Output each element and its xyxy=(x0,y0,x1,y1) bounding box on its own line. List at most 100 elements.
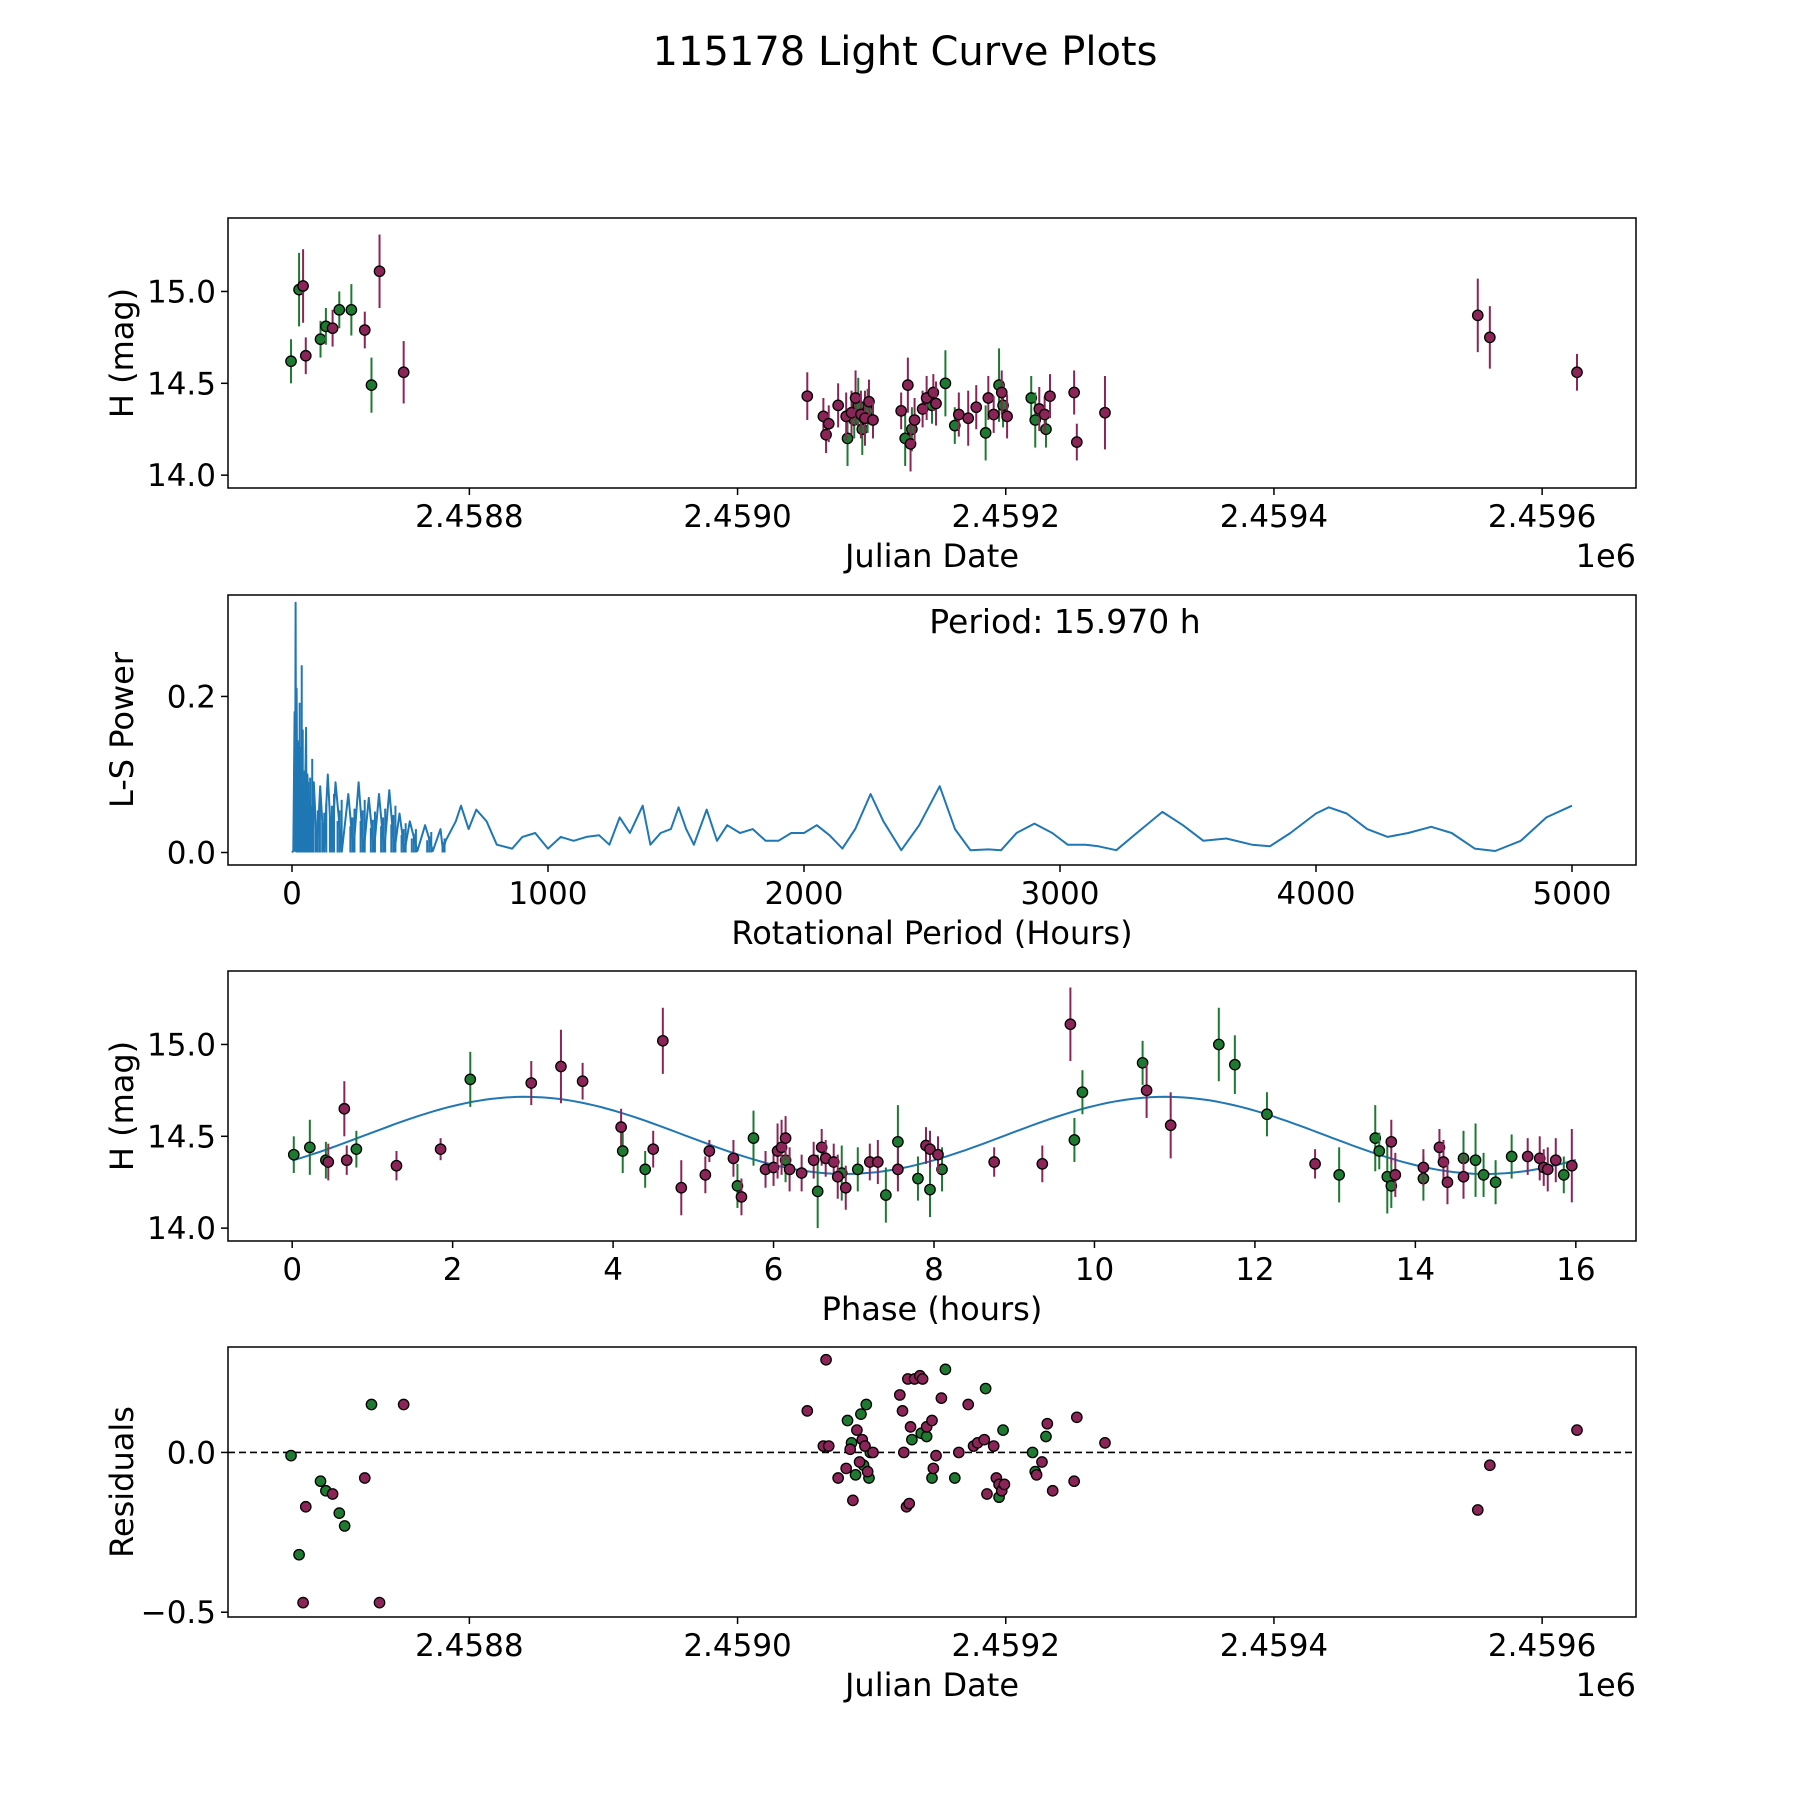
data-point xyxy=(1571,366,1583,379)
data-point xyxy=(675,1181,688,1194)
data-point xyxy=(896,1405,909,1417)
x-tick-label: 2.4588 xyxy=(415,499,523,535)
data-point xyxy=(1489,1176,1502,1189)
data-point xyxy=(860,1398,873,1411)
data-point xyxy=(1030,1468,1043,1481)
data-point xyxy=(895,405,908,417)
data-point xyxy=(293,1548,305,1561)
data-point xyxy=(1164,1119,1177,1132)
data-point xyxy=(908,414,921,426)
x-axis-label: Rotational Period (Hours) xyxy=(731,914,1132,952)
data-point xyxy=(1437,1156,1450,1168)
data-point xyxy=(840,1462,853,1475)
plot-area xyxy=(285,234,1583,472)
periodogram-panel: 0 1000 2000 3000 4000 5000 0.0 0.2 Rotational Pe… xyxy=(103,594,1637,952)
data-point xyxy=(1477,1169,1490,1181)
data-point xyxy=(962,1398,975,1411)
data-point xyxy=(904,438,917,450)
x-tick-label: 16 xyxy=(1556,1252,1595,1288)
y-axis-label: Residuals xyxy=(103,1406,141,1558)
y-tick-label: 14.5 xyxy=(147,1119,216,1155)
data-point xyxy=(373,1596,386,1609)
data-point xyxy=(297,280,309,292)
x-tick-label: 2.4596 xyxy=(1488,1628,1596,1664)
data-point xyxy=(314,1475,327,1488)
data-point xyxy=(322,1156,335,1168)
x-tick-label: 2.4596 xyxy=(1488,499,1596,535)
data-point xyxy=(1457,1170,1470,1183)
model-curve xyxy=(291,1095,1577,1176)
data-point xyxy=(397,366,410,379)
y-tick-label: 15.0 xyxy=(147,1027,216,1063)
data-point xyxy=(948,1472,961,1484)
data-point xyxy=(555,1060,567,1073)
data-point xyxy=(647,1143,660,1156)
data-point xyxy=(906,1433,918,1446)
data-point xyxy=(832,1472,844,1484)
x-tick-label: 2.4592 xyxy=(952,499,1060,535)
x-axis-label: Phase (hours) xyxy=(822,1290,1043,1328)
x-tick-label: 4000 xyxy=(1277,876,1356,912)
data-point xyxy=(997,399,1009,412)
data-point xyxy=(1026,1446,1039,1459)
y-tick-label: 14.0 xyxy=(147,1211,216,1247)
data-point xyxy=(801,390,814,403)
data-point xyxy=(1064,1018,1077,1031)
data-point xyxy=(338,1102,351,1115)
x-tick-label: 2.4588 xyxy=(415,1628,523,1664)
data-point xyxy=(314,333,327,346)
data-point xyxy=(1541,1163,1554,1176)
data-point xyxy=(920,1430,933,1443)
data-point xyxy=(847,1494,859,1507)
data-point xyxy=(1385,1180,1398,1192)
x-tick-label: 5000 xyxy=(1533,876,1612,912)
lightcurve-panel: 2.4588 2.4590 2.4592 2.4594 2.4596 14.0 14.5 15… xyxy=(103,217,1637,575)
y-tick-label: 14.0 xyxy=(147,458,216,494)
data-point xyxy=(855,1408,867,1420)
data-point xyxy=(735,1191,748,1203)
data-point xyxy=(1417,1161,1430,1174)
x-tick-label: 0 xyxy=(282,876,302,912)
data-point xyxy=(820,1353,832,1366)
data-point xyxy=(927,1462,940,1475)
data-point xyxy=(297,1596,309,1609)
data-point xyxy=(1001,410,1013,423)
data-point xyxy=(988,1156,1001,1168)
data-point xyxy=(747,1132,760,1144)
data-point xyxy=(731,1180,744,1192)
data-point xyxy=(924,1143,936,1156)
data-point xyxy=(1040,1430,1052,1443)
data-point xyxy=(1369,1132,1382,1144)
x-tick-label: 2.4594 xyxy=(1220,499,1328,535)
data-point xyxy=(982,392,995,404)
data-point xyxy=(1229,1058,1241,1071)
data-point xyxy=(1070,436,1083,448)
data-point xyxy=(822,417,835,430)
data-point xyxy=(1333,1169,1346,1181)
data-point xyxy=(978,1433,991,1446)
data-point xyxy=(656,1034,669,1047)
data-point xyxy=(345,303,358,316)
data-point xyxy=(1029,414,1042,426)
data-point xyxy=(841,432,854,445)
data-point xyxy=(1549,1154,1562,1167)
data-point xyxy=(285,355,297,368)
y-axis-label: H (mag) xyxy=(103,1041,141,1171)
data-point xyxy=(987,408,1000,421)
data-point xyxy=(1471,309,1484,322)
x-tick-label: 0 xyxy=(282,1252,302,1288)
x-offset-label: 1e6 xyxy=(1576,537,1636,575)
x-tick-label: 8 xyxy=(924,1252,944,1288)
data-point xyxy=(844,1443,857,1456)
data-point xyxy=(904,1421,917,1433)
x-tick-label: 2.4594 xyxy=(1220,1628,1328,1664)
data-point xyxy=(795,1167,808,1179)
period-annotation: Period: 15.970 h xyxy=(929,602,1200,641)
data-point xyxy=(1025,392,1038,404)
data-point xyxy=(1433,1141,1446,1154)
data-point xyxy=(464,1073,477,1086)
data-point xyxy=(916,403,929,415)
data-point xyxy=(616,1145,629,1157)
data-point xyxy=(615,1121,627,1133)
data-point xyxy=(1521,1150,1534,1163)
